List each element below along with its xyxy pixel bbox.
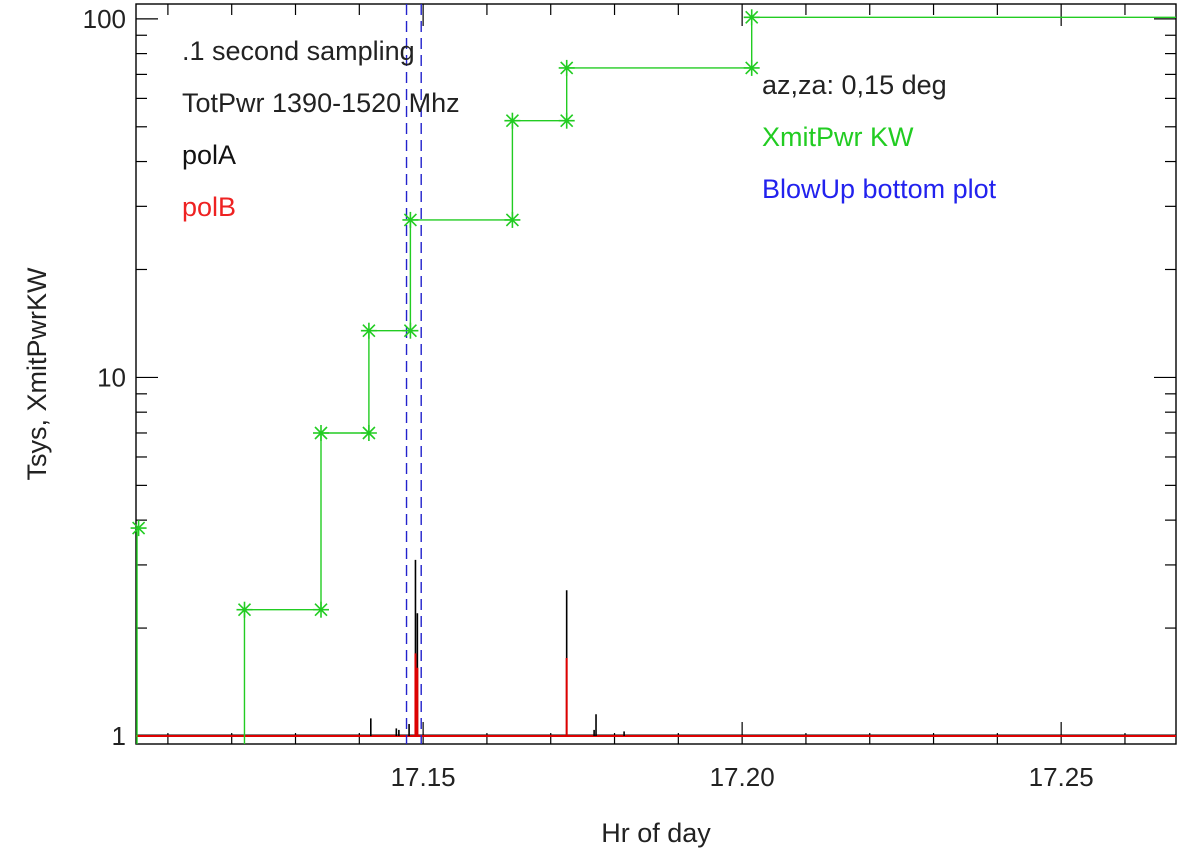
xmit-star-marker [504,211,521,228]
tick-labels: 1 10 100 17.15 17.20 17.25 [83,4,1094,792]
annotation-right: XmitPwr KW [762,122,914,152]
xmit-star-marker [402,322,419,339]
annotation-right: az,za: 0,15 deg [762,70,947,100]
annotation-left: .1 second sampling [182,36,415,66]
xmit-star-marker [313,601,329,618]
annotation-left: TotPwr 1390-1520 Mhz [182,88,460,118]
xmit-star-marker [402,211,419,228]
x-axis-label: Hr of day [601,818,711,848]
xmit-star-marker [313,425,329,441]
y-tick-label: 1 [112,721,126,751]
xmit-star-marker [504,112,521,129]
annotation-left: polA [182,140,236,170]
xmit-star-marker [360,322,377,339]
x-tick-label: 17.25 [1029,762,1094,792]
series-layer [130,4,1176,744]
xmit-star-marker [360,425,377,441]
xmit-star-marker [130,520,147,537]
xmit-star-marker [236,601,253,618]
xmit-star-marker [558,59,575,76]
xmit-star-marker [558,112,575,129]
xmit-star-marker [743,59,760,76]
x-tick-label: 17.15 [391,762,456,792]
x-tick-label: 17.20 [710,762,775,792]
y-tick-label: 10 [97,362,126,392]
y-axis-label: Tsys, XmitPwrKW [22,267,52,481]
y-tick-label: 100 [83,4,126,34]
annotations: .1 second sampling TotPwr 1390-1520 Mhz po… [182,36,997,222]
annotation-right: BlowUp bottom plot [762,174,997,204]
plot-frame [135,3,1177,745]
xmit-star-marker [743,9,760,26]
annotation-left: polB [182,192,236,222]
